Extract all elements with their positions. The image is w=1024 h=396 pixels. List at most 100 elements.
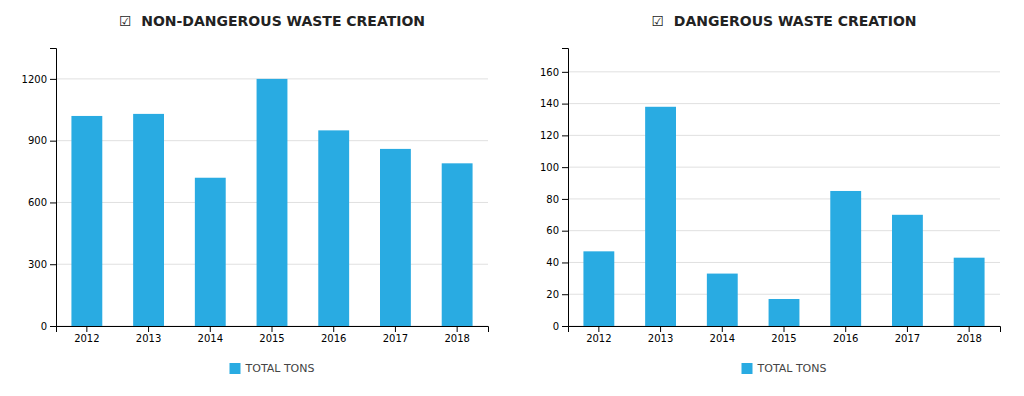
x-tick-label: 2018 bbox=[444, 333, 469, 344]
x-tick: 2015 bbox=[771, 326, 796, 344]
y-tick: 900 bbox=[28, 135, 56, 146]
x-axis: 2012 2013 2014 2015 2016 2017 2018 bbox=[57, 326, 489, 344]
x-tick-label: 2015 bbox=[771, 333, 796, 344]
y-tick-label: 0 bbox=[41, 321, 47, 332]
legend-item: TOTAL TONS bbox=[230, 362, 315, 375]
y-tick-mark bbox=[50, 202, 56, 203]
bar bbox=[133, 114, 164, 326]
grid-line bbox=[568, 230, 1000, 231]
legend-swatch bbox=[742, 363, 753, 374]
x-tick-mark bbox=[845, 326, 846, 332]
y-tick-mark bbox=[562, 294, 568, 295]
bar bbox=[318, 130, 349, 326]
x-tick-label: 2014 bbox=[198, 333, 223, 344]
y-tick-label: 80 bbox=[546, 194, 559, 205]
y-tick-mark bbox=[50, 264, 56, 265]
y-tick-mark bbox=[50, 79, 56, 80]
x-axis: 2012 2013 2014 2015 2016 2017 2018 bbox=[569, 326, 1001, 344]
x-tick: 2013 bbox=[136, 326, 161, 344]
x-tick-mark bbox=[598, 326, 599, 332]
x-tick: 2014 bbox=[710, 326, 735, 344]
chart-canvas: 2012201320142015201620172018030060090012… bbox=[0, 0, 1024, 396]
legend-label: TOTAL TONS bbox=[757, 362, 827, 375]
y-tick-mark bbox=[562, 72, 568, 73]
x-tick: 2012 bbox=[586, 326, 611, 344]
bar bbox=[195, 178, 226, 326]
plot-area bbox=[583, 107, 984, 326]
grid-line bbox=[568, 135, 1000, 136]
y-tick: 80 bbox=[546, 194, 568, 205]
chart-title: ☑ NON-DANGEROUS WASTE CREATION bbox=[119, 13, 425, 29]
legend: TOTAL TONS bbox=[230, 362, 315, 375]
x-tick: 2018 bbox=[956, 326, 981, 344]
y-tick-label: 20 bbox=[546, 289, 559, 300]
y-tick-mark bbox=[562, 231, 568, 232]
bar bbox=[892, 215, 923, 326]
x-tick-label: 2018 bbox=[956, 333, 981, 344]
x-tick-label: 2012 bbox=[74, 333, 99, 344]
y-tick-label: 100 bbox=[540, 162, 559, 173]
grid-line bbox=[568, 103, 1000, 104]
x-tick-mark bbox=[272, 326, 273, 332]
y-tick: 300 bbox=[28, 259, 56, 270]
y-tick-label: 0 bbox=[553, 321, 559, 332]
x-tick-mark bbox=[210, 326, 211, 332]
bar bbox=[707, 274, 738, 326]
bar bbox=[830, 191, 861, 326]
y-tick-label: 60 bbox=[546, 225, 559, 236]
x-tick: 2015 bbox=[259, 326, 284, 344]
x-tick-label: 2015 bbox=[259, 333, 284, 344]
y-tick: 140 bbox=[540, 98, 568, 109]
y-axis: 020406080100120140160 bbox=[540, 49, 569, 332]
x-tick-mark bbox=[457, 326, 458, 332]
x-tick: 2012 bbox=[74, 326, 99, 344]
bar bbox=[71, 116, 102, 326]
x-tick-label: 2016 bbox=[833, 333, 858, 344]
bar bbox=[380, 149, 411, 326]
x-tick-label: 2012 bbox=[586, 333, 611, 344]
y-tick: 1200 bbox=[22, 74, 56, 85]
x-axis-line bbox=[569, 327, 1001, 333]
x-tick-mark bbox=[907, 326, 908, 332]
y-tick-label: 300 bbox=[28, 259, 47, 270]
y-tick: 600 bbox=[28, 197, 56, 208]
legend-item: TOTAL TONS bbox=[742, 362, 827, 375]
y-tick-mark bbox=[562, 262, 568, 263]
x-tick-label: 2014 bbox=[710, 333, 735, 344]
x-tick-label: 2013 bbox=[136, 333, 161, 344]
x-tick-mark bbox=[722, 326, 723, 332]
y-tick-mark bbox=[562, 199, 568, 200]
y-tick: 40 bbox=[546, 257, 568, 268]
y-tick-label: 900 bbox=[28, 135, 47, 146]
grid-line bbox=[568, 167, 1000, 168]
legend-label: TOTAL TONS bbox=[245, 362, 315, 375]
bar bbox=[583, 251, 614, 326]
x-tick: 2014 bbox=[198, 326, 223, 344]
x-axis-line bbox=[57, 327, 489, 333]
x-tick: 2016 bbox=[833, 326, 858, 344]
y-tick-label: 1200 bbox=[22, 74, 47, 85]
y-tick-mark bbox=[562, 167, 568, 168]
x-tick-label: 2017 bbox=[383, 333, 408, 344]
y-tick: 20 bbox=[546, 289, 568, 300]
y-tick-label: 140 bbox=[540, 98, 559, 109]
grid bbox=[568, 72, 1000, 326]
grid-line bbox=[568, 294, 1000, 295]
bar-series bbox=[583, 107, 984, 326]
y-tick: 0 bbox=[553, 321, 568, 332]
x-tick-label: 2017 bbox=[895, 333, 920, 344]
y-tick: 0 bbox=[41, 321, 56, 332]
grid-line bbox=[568, 262, 1000, 263]
x-tick-mark bbox=[969, 326, 970, 332]
y-tick-label: 40 bbox=[546, 257, 559, 268]
y-axis: 0 300 600 900 1200 bbox=[22, 49, 57, 332]
y-tick-mark bbox=[562, 326, 568, 327]
chart-panel: 2012 2013 2014 2015 2016 2017 2018 0 300 600 900 12… bbox=[22, 13, 489, 375]
y-tick-label: 160 bbox=[540, 67, 559, 78]
bar bbox=[769, 299, 800, 326]
x-tick-label: 2016 bbox=[321, 333, 346, 344]
y-axis-line bbox=[562, 49, 569, 327]
x-tick-label: 2013 bbox=[648, 333, 673, 344]
grid-line bbox=[568, 71, 1000, 72]
x-tick-mark bbox=[148, 326, 149, 332]
